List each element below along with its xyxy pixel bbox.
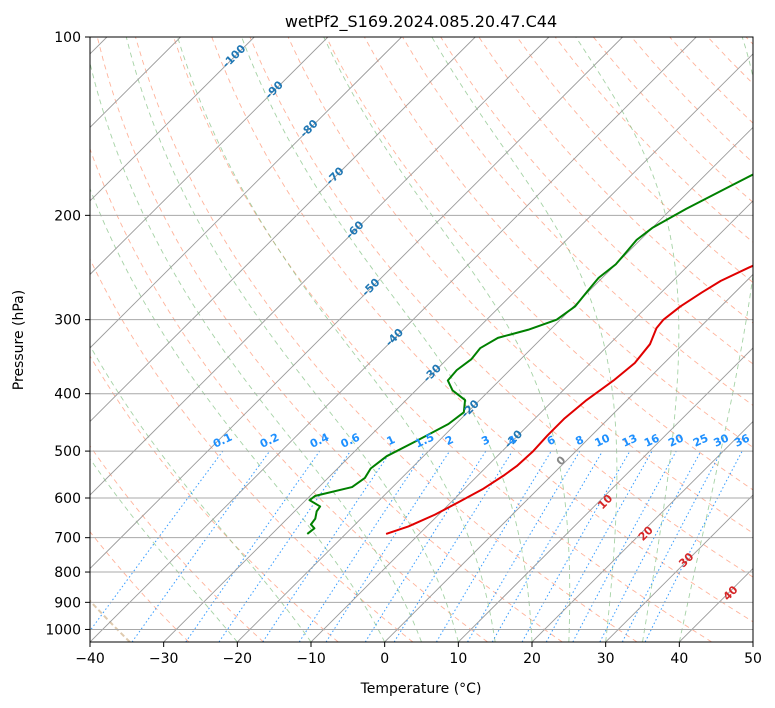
y-tick-label: 500: [54, 444, 81, 460]
dry-adiabat: [90, 355, 339, 642]
mixing-ratio-line: [364, 450, 487, 642]
mixing-ratio-line: [218, 450, 351, 642]
x-tick-label: 30: [597, 651, 615, 667]
dry-adiabat: [135, 37, 638, 642]
moist-adiabat: [90, 457, 238, 642]
x-tick-label: 50: [744, 651, 762, 667]
dry-adiabat: [96, 37, 563, 642]
mixing-ratio-label: 16: [642, 431, 662, 449]
mixing-ratio-line: [262, 450, 392, 642]
x-tick-label: −30: [149, 651, 179, 667]
dry-adiabat: [516, 37, 753, 284]
moist-adiabat: [125, 37, 459, 642]
moist-adiabat: [90, 187, 386, 642]
x-axis: −40 −30 −20 −10 0 10 20 30 40 50: [75, 642, 762, 667]
mixing-ratio-label: 10: [593, 431, 613, 449]
chart-title: wetPf2_S169.2024.085.20.47.C44: [285, 12, 557, 32]
mixing-ratio-line: [325, 450, 451, 642]
isotherm: [90, 37, 476, 423]
x-tick-label: 0: [380, 651, 389, 667]
mixing-ratio-line: [545, 450, 653, 642]
moist-adiabat: [431, 37, 618, 642]
x-tick-label: 10: [449, 651, 467, 667]
mixing-ratio-line: [393, 450, 513, 642]
mixing-ratio-line: [644, 450, 743, 642]
isotherm: [90, 37, 550, 496]
dry-adiabat: [440, 37, 753, 365]
isotherm: [310, 200, 753, 642]
profile-line: [306, 173, 753, 535]
moist-adiabat: [90, 344, 312, 642]
y-tick-label: 400: [54, 387, 81, 403]
mixing-ratio-line: [131, 450, 271, 642]
dry-adiabat: [90, 147, 488, 642]
isotherm: [90, 37, 623, 570]
mixing-ratio-line: [298, 450, 426, 642]
y-tick-label: 300: [54, 313, 81, 329]
y-tick-label: 800: [54, 565, 81, 581]
dry-adiabat: [249, 37, 753, 578]
mixing-ratio-line: [185, 450, 321, 642]
plot-frame: [89, 36, 754, 643]
dry-adiabat: [173, 37, 712, 642]
isotherm: [384, 273, 753, 642]
moist-adiabat: [323, 37, 571, 642]
mixing-ratio-label: 30: [712, 431, 732, 449]
moist-adiabat: [90, 61, 422, 642]
x-tick-label: −20: [223, 651, 253, 667]
mixing-ratio-line: [521, 450, 631, 642]
mixing-ratio-label: 20: [666, 431, 686, 449]
isotherm: [90, 37, 402, 349]
y-tick-label: 600: [54, 491, 81, 507]
mixing-ratio-line: [572, 450, 677, 642]
y-tick-label: 700: [54, 531, 81, 547]
dry-adiabat: [402, 37, 753, 406]
isotherm: [237, 126, 753, 642]
dry-adiabat: [90, 445, 264, 642]
isotherm: [90, 37, 255, 202]
isotherm: [90, 37, 329, 276]
y-axis-label: Pressure (hPa): [11, 290, 27, 390]
isotherm: [605, 494, 753, 642]
mixing-ratio-label: 36: [732, 431, 752, 449]
dry-adiabat: [211, 37, 753, 623]
moist-adiabat: [575, 37, 680, 642]
x-tick-label: 20: [523, 651, 541, 667]
x-axis-label: Temperature (°C): [360, 681, 482, 697]
mixing-ratio-line: [90, 450, 224, 632]
y-tick-label: 900: [54, 595, 81, 611]
y-tick-label: 1000: [45, 622, 81, 638]
x-tick-label: 40: [670, 651, 688, 667]
isotherm: [458, 347, 753, 642]
isotherm: [163, 53, 753, 642]
y-axis: 100 200 300 400 500 600 700 800 900 1000: [45, 30, 90, 638]
profile-line: [385, 264, 753, 535]
mixing-ratio-label: 25: [691, 432, 710, 450]
isotherm: [90, 37, 697, 642]
x-tick-label: −40: [75, 651, 105, 667]
x-tick-label: −10: [296, 651, 326, 667]
isotherm: [531, 420, 753, 642]
dry-adiabat: [90, 531, 190, 642]
y-tick-label: 100: [54, 30, 81, 46]
y-tick-label: 200: [54, 208, 81, 224]
moist-adiabat: [241, 37, 533, 642]
mixing-ratio-label: 13: [620, 432, 639, 450]
profile-lines: [306, 173, 753, 535]
background-lines: [90, 37, 753, 642]
moist-adiabat: [177, 37, 496, 642]
